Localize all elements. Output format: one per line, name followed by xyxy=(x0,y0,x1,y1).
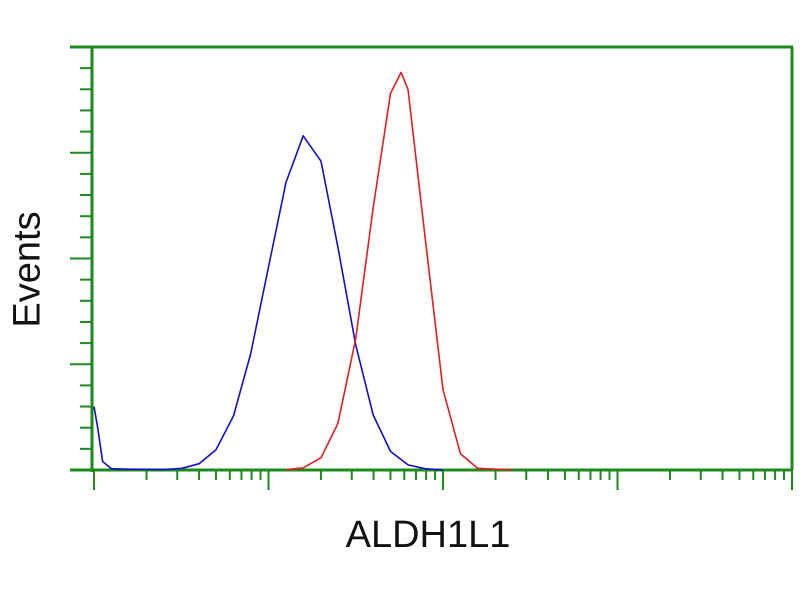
series-group xyxy=(93,71,513,471)
axes xyxy=(70,45,794,490)
x-axis-label: ALDH1L1 xyxy=(345,514,511,556)
sample-histogram-line xyxy=(285,71,513,471)
control-histogram-line xyxy=(93,135,444,471)
y-axis-label: Events xyxy=(6,211,49,328)
